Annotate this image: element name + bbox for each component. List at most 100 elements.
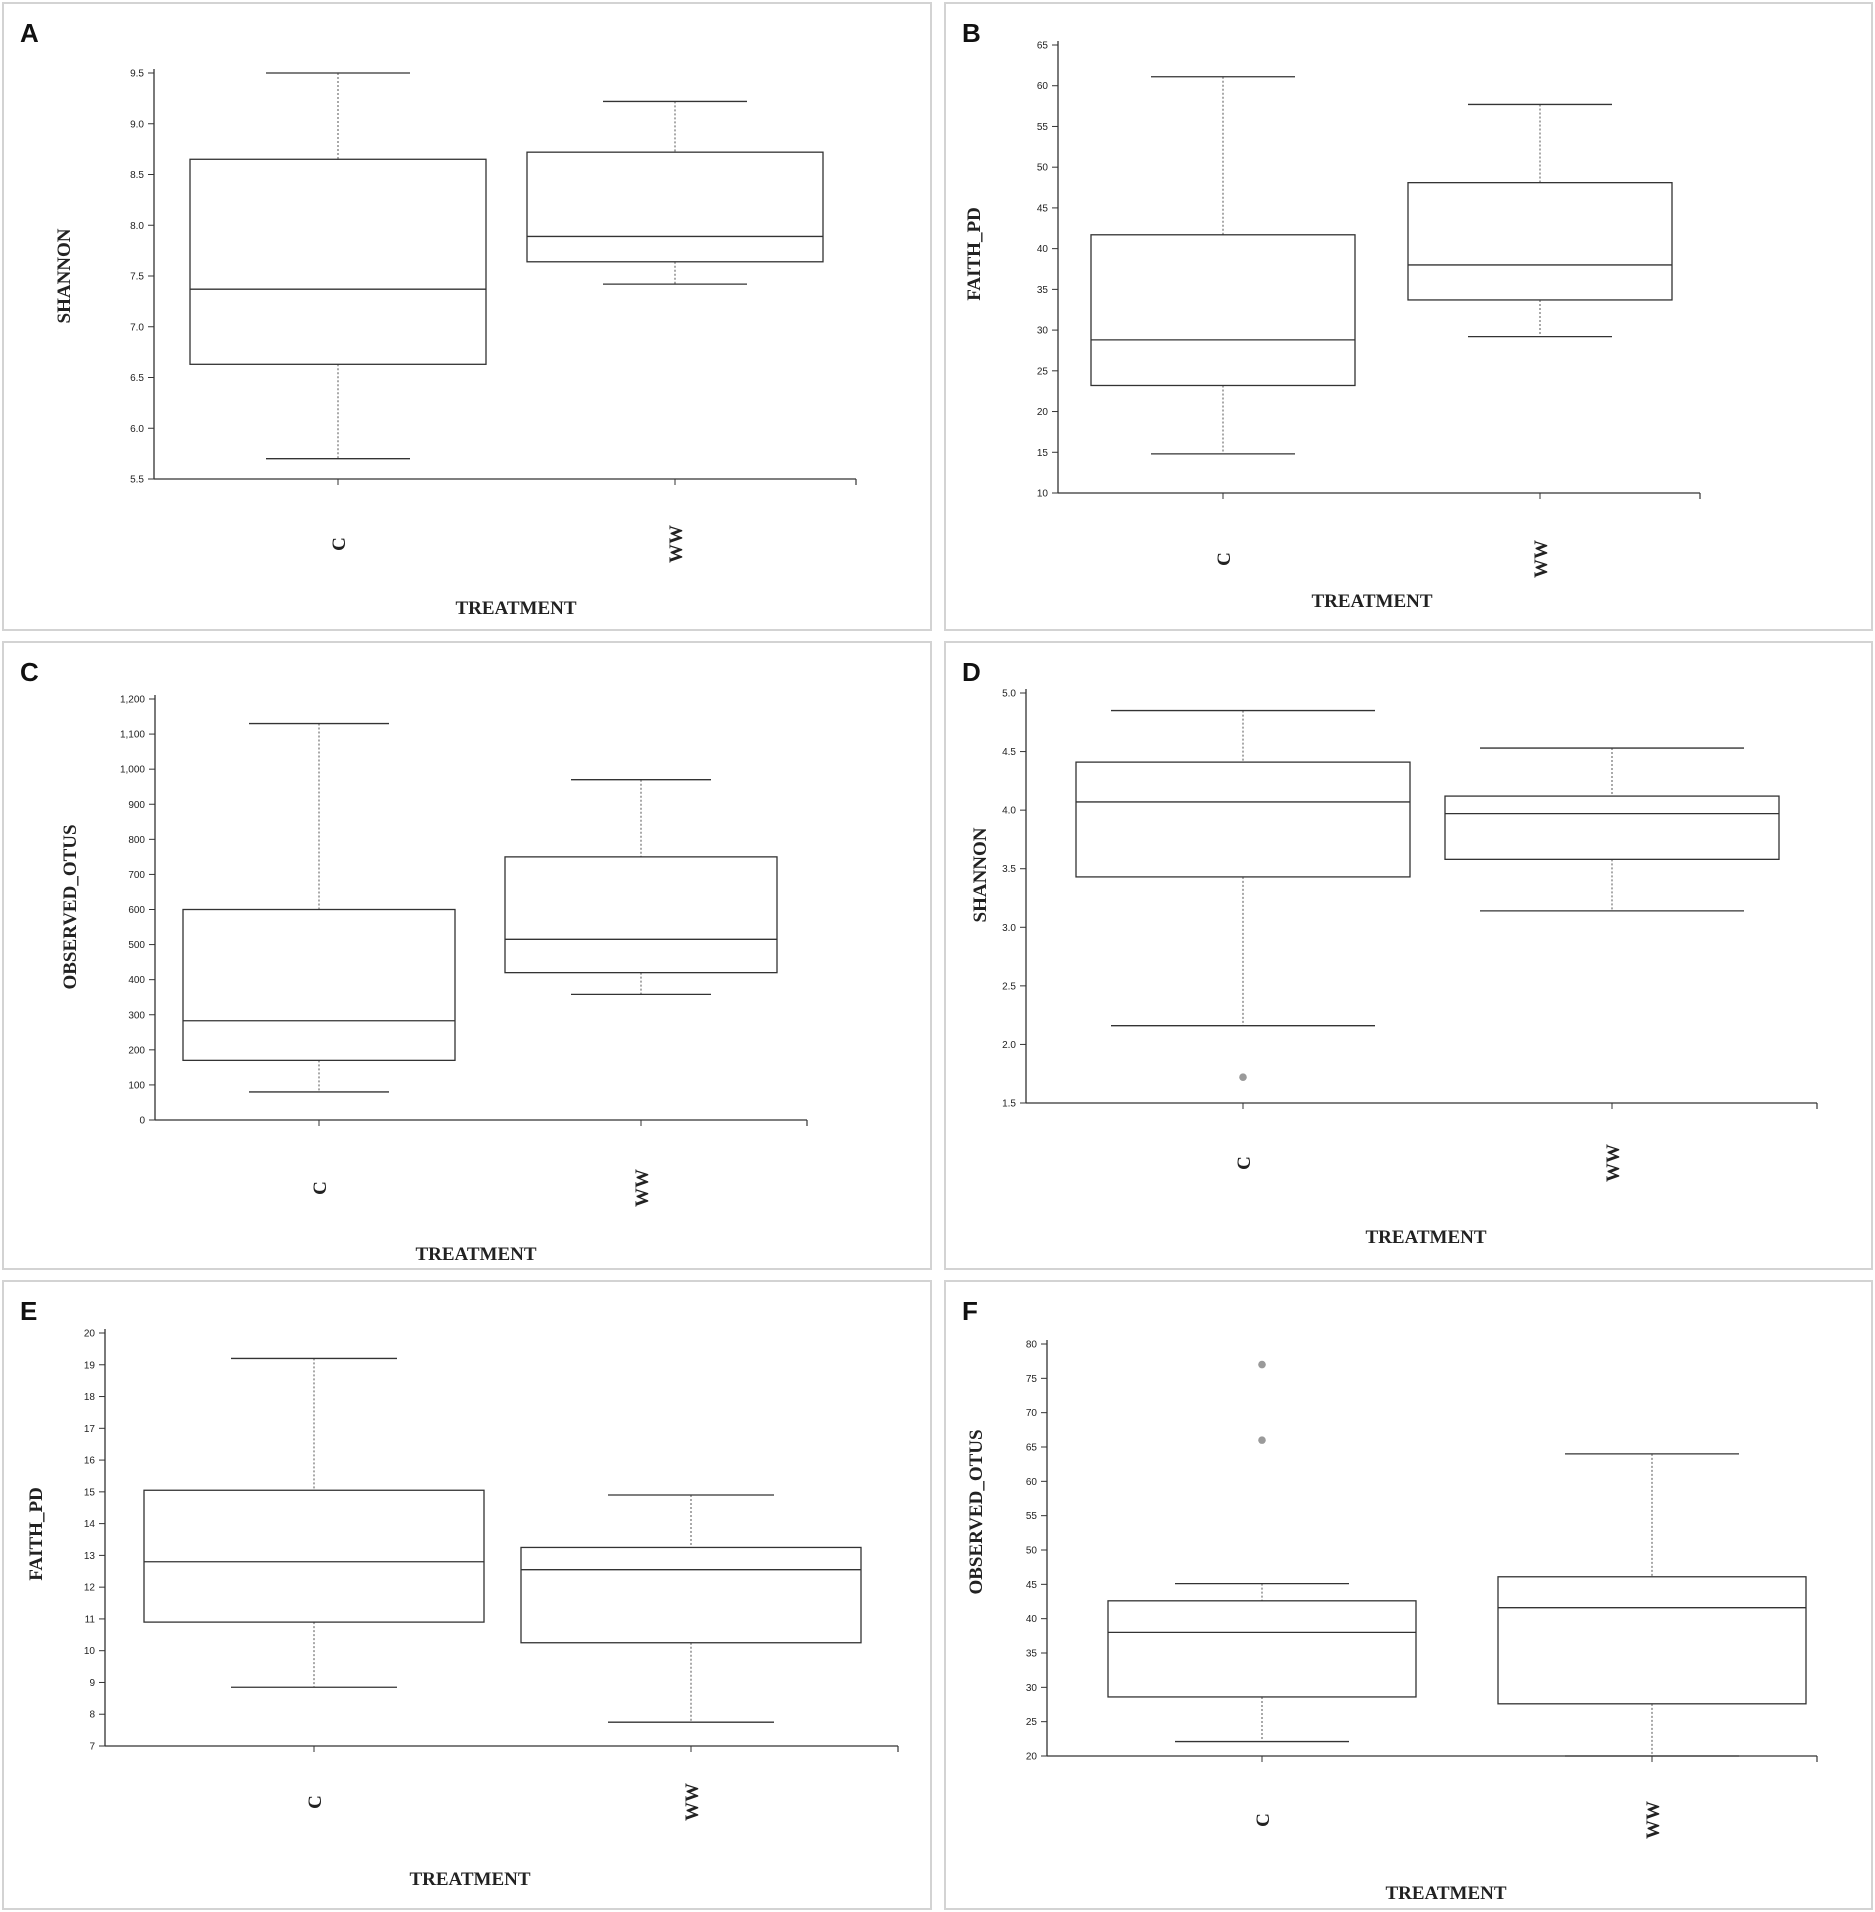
category-label: C bbox=[1234, 1156, 1255, 1170]
y-tick-label: 7.0 bbox=[130, 322, 144, 333]
y-tick-label: 25 bbox=[1037, 366, 1049, 377]
x-axis-title: TREATMENT bbox=[409, 1869, 530, 1890]
y-tick-label: 14 bbox=[84, 1519, 96, 1530]
y-tick-label: 3.5 bbox=[1002, 864, 1016, 875]
panel-c: C 0 100 200 300 400 500 600 700 800 900 1,000 1,100… bbox=[2, 641, 932, 1270]
y-axis-title: SHANNON bbox=[970, 827, 991, 922]
y-tick-label: 65 bbox=[1026, 1443, 1038, 1454]
y-tick-label: 300 bbox=[128, 1010, 145, 1021]
y-tick-label: 500 bbox=[128, 940, 145, 951]
y-tick-label: 9.0 bbox=[130, 119, 144, 130]
category-label: C bbox=[1253, 1813, 1274, 1827]
y-tick-label: 6.0 bbox=[130, 424, 144, 435]
y-tick-label: 13 bbox=[84, 1551, 96, 1562]
y-tick-label: 7 bbox=[89, 1742, 95, 1753]
panel-letter: E bbox=[20, 1296, 38, 1326]
panel-letter: D bbox=[962, 657, 981, 687]
y-tick-label: 9 bbox=[89, 1678, 95, 1689]
y-tick-label: 8.5 bbox=[130, 170, 144, 181]
y-tick-label: 800 bbox=[128, 835, 145, 846]
y-tick-label: 20 bbox=[1037, 407, 1049, 418]
iqr-box bbox=[143, 1489, 485, 1623]
category-label: WW bbox=[1531, 540, 1552, 578]
panel-a: A 5.5 6.0 6.5 7.0 7.5 8.0 8.5 9.0 9.5 C WW SHANNON T… bbox=[2, 2, 932, 631]
box-c bbox=[1107, 1360, 1417, 1743]
y-tick-label: 1,100 bbox=[120, 730, 145, 741]
outlier-point bbox=[1258, 1436, 1266, 1444]
panel-e: E 7 8 9 10 11 12 13 14 15 16 17 18 19 20 C WW FAITH_PD TR… bbox=[2, 1280, 932, 1910]
chart-a: 5.5 6.0 6.5 7.0 7.5 8.0 8.5 9.0 9.5 C WW SHANNON TRE… bbox=[54, 69, 857, 619]
y-tick-label: 10 bbox=[1037, 489, 1049, 500]
y-tick-label: 45 bbox=[1026, 1580, 1038, 1591]
y-tick-label: 65 bbox=[1037, 41, 1049, 52]
y-tick-label: 7.5 bbox=[130, 272, 144, 283]
iqr-box bbox=[189, 158, 487, 365]
box-ww bbox=[526, 100, 824, 285]
y-tick-label: 17 bbox=[84, 1424, 96, 1435]
y-axis-title: OBSERVED_OTUS bbox=[966, 1429, 987, 1594]
y-tick-label: 4.5 bbox=[1002, 747, 1016, 758]
y-tick-label: 600 bbox=[128, 905, 145, 916]
x-axis-title: TREATMENT bbox=[1385, 1883, 1506, 1904]
box-ww bbox=[1497, 1453, 1807, 1757]
outlier-point bbox=[1258, 1360, 1266, 1369]
y-tick-label: 60 bbox=[1026, 1477, 1038, 1488]
y-tick-label: 11 bbox=[85, 1614, 96, 1625]
y-tick-label: 40 bbox=[1037, 244, 1049, 255]
y-tick-label: 200 bbox=[128, 1045, 145, 1056]
panel-letter: C bbox=[20, 657, 39, 687]
y-axis-title: FAITH_PD bbox=[964, 207, 985, 301]
y-axis-title: SHANNON bbox=[54, 228, 75, 323]
y-tick-label: 400 bbox=[128, 975, 145, 986]
box-c bbox=[189, 72, 487, 460]
iqr-box bbox=[1407, 182, 1673, 301]
iqr-box bbox=[1497, 1576, 1807, 1705]
y-tick-label: 80 bbox=[1026, 1340, 1038, 1351]
y-tick-label: 9.5 bbox=[130, 69, 144, 80]
category-label: WW bbox=[666, 525, 687, 563]
y-tick-label: 70 bbox=[1026, 1408, 1038, 1419]
chart-f: 20 25 30 35 40 45 50 55 60 65 70 75 80 C WW OBSERVED_OT… bbox=[966, 1340, 1818, 1904]
y-tick-label: 12 bbox=[84, 1583, 96, 1594]
y-tick-label: 60 bbox=[1037, 81, 1049, 92]
iqr-box bbox=[1090, 234, 1356, 387]
iqr-box bbox=[182, 908, 456, 1062]
box-c bbox=[182, 722, 456, 1093]
iqr-box bbox=[1444, 795, 1780, 860]
y-tick-label: 4.0 bbox=[1002, 806, 1016, 817]
chart-d: 1.5 2.0 2.5 3.0 3.5 4.0 4.5 5.0 C WW SHANNON TREATM… bbox=[970, 689, 1818, 1248]
y-tick-label: 6.5 bbox=[130, 373, 144, 384]
y-axis-title: FAITH_PD bbox=[26, 1487, 47, 1581]
y-axis-title: OBSERVED_OTUS bbox=[60, 824, 81, 989]
category-label: WW bbox=[1643, 1801, 1664, 1839]
chart-b: 10 15 20 25 30 35 40 45 50 55 60 65 C WW FAITH_PD TREAT… bbox=[964, 41, 1701, 612]
category-label: WW bbox=[632, 1169, 653, 1207]
y-tick-label: 8.0 bbox=[130, 221, 144, 232]
panel-letter: F bbox=[962, 1296, 978, 1326]
box-ww bbox=[1444, 747, 1780, 912]
iqr-box bbox=[504, 856, 778, 974]
panel-f: F 20 25 30 35 40 45 50 55 60 65 70 75 80 C WW OBSERVED_… bbox=[944, 1280, 1873, 1910]
y-tick-label: 15 bbox=[1037, 448, 1049, 459]
y-tick-label: 55 bbox=[1037, 122, 1049, 133]
y-tick-label: 16 bbox=[84, 1456, 96, 1467]
y-tick-label: 2.0 bbox=[1002, 1040, 1016, 1051]
y-tick-label: 1.5 bbox=[1002, 1099, 1016, 1110]
y-tick-label: 0 bbox=[139, 1116, 145, 1127]
y-tick-label: 75 bbox=[1026, 1374, 1038, 1385]
outlier-point bbox=[1239, 1073, 1247, 1082]
y-tick-label: 15 bbox=[84, 1487, 96, 1498]
x-axis-title: TREATMENT bbox=[1365, 1227, 1486, 1248]
chart-c: 0 100 200 300 400 500 600 700 800 900 1,000 1,100 1,… bbox=[60, 695, 808, 1265]
y-tick-label: 55 bbox=[1026, 1511, 1038, 1522]
y-tick-label: 35 bbox=[1037, 285, 1049, 296]
y-tick-label: 8 bbox=[89, 1710, 95, 1721]
box-c bbox=[143, 1357, 485, 1688]
y-tick-label: 1,200 bbox=[120, 695, 145, 706]
y-tick-label: 700 bbox=[128, 870, 145, 881]
category-label: C bbox=[305, 1795, 326, 1809]
x-axis-title: TREATMENT bbox=[1311, 591, 1432, 612]
chart-e: 7 8 9 10 11 12 13 14 15 16 17 18 19 20 C WW FAITH_PD TREA… bbox=[26, 1329, 899, 1890]
y-tick-label: 30 bbox=[1026, 1683, 1038, 1694]
y-tick-label: 18 bbox=[84, 1392, 96, 1403]
